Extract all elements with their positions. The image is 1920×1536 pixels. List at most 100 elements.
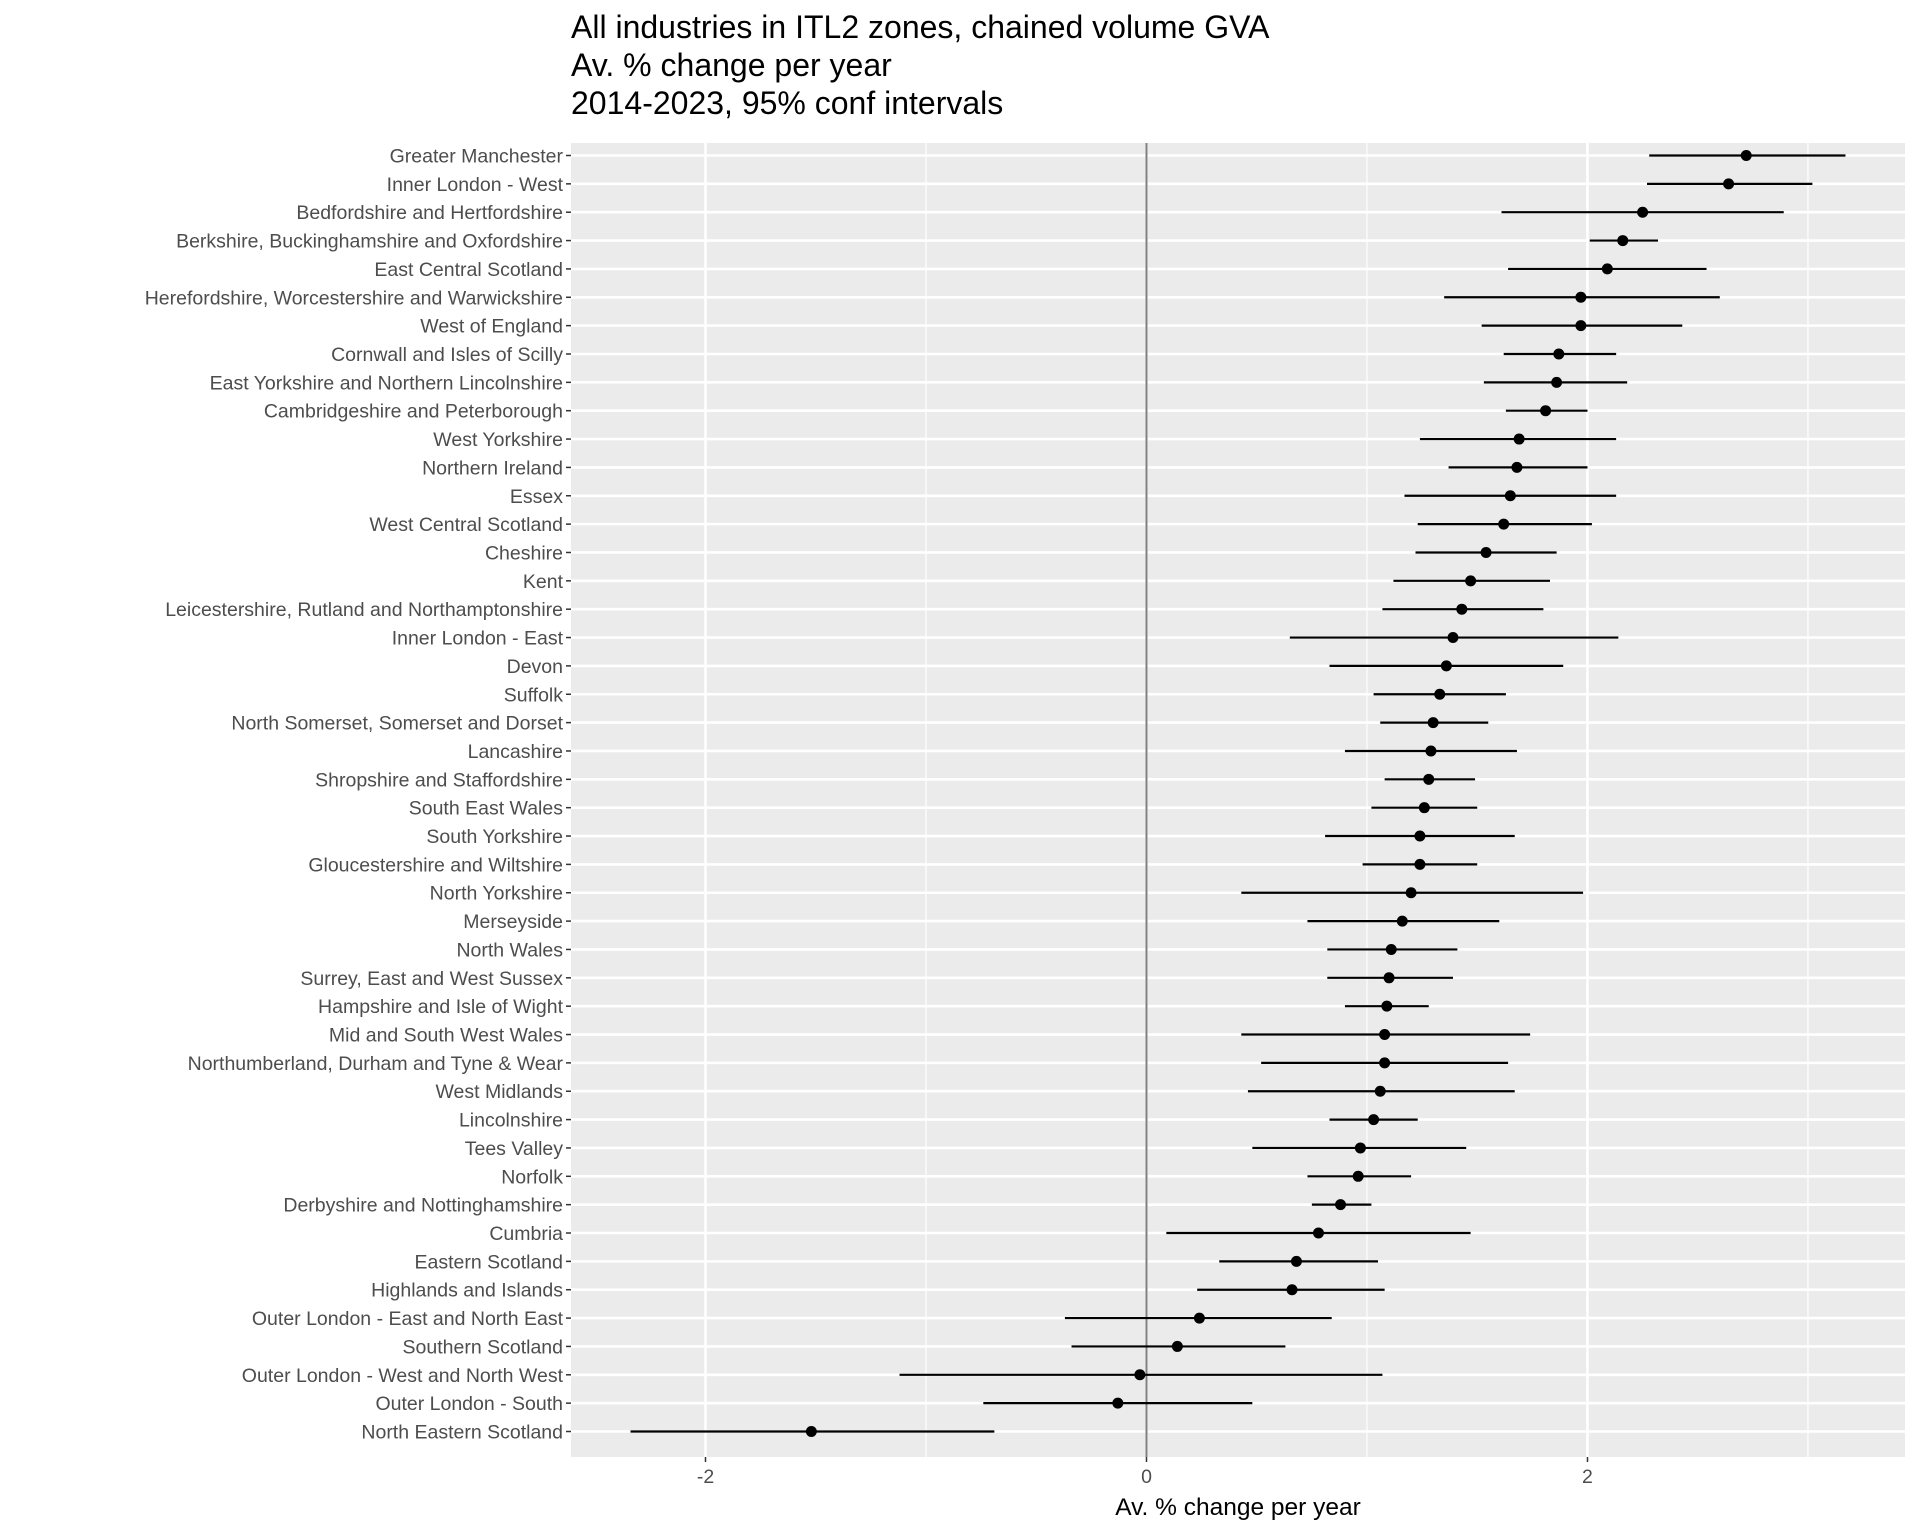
data-point <box>1465 575 1477 587</box>
data-point <box>1335 1199 1347 1211</box>
data-point <box>1368 1114 1380 1126</box>
y-tick-label: Cambridgeshire and Peterborough <box>264 401 563 423</box>
title-line-1: All industries in ITL2 zones, chained vo… <box>571 9 1270 45</box>
y-tick-label: West Midlands <box>435 1081 563 1103</box>
y-tick-label: Northern Ireland <box>422 457 563 479</box>
data-point <box>1637 206 1649 218</box>
data-point <box>1551 376 1563 388</box>
data-point <box>1511 461 1523 473</box>
data-point <box>1601 263 1613 275</box>
data-point <box>1425 745 1437 757</box>
data-point <box>1740 150 1752 161</box>
x-axis: -2 0 2 <box>697 1457 1593 1488</box>
data-point <box>1440 660 1452 672</box>
data-point <box>1575 320 1587 332</box>
y-tick-label: Surrey, East and West Sussex <box>300 968 563 990</box>
data-point <box>1352 1170 1364 1182</box>
y-tick-label: Devon <box>507 656 563 678</box>
y-tick-label: South East Wales <box>409 798 564 820</box>
y-tick-label: Leicestershire, Rutland and Northamptons… <box>165 599 563 621</box>
y-tick-label: Inner London - East <box>392 628 564 650</box>
data-point <box>1405 887 1417 899</box>
y-tick-label: Cumbria <box>489 1223 563 1245</box>
data-point <box>1447 632 1459 644</box>
y-tick-label: North Yorkshire <box>430 883 563 905</box>
y-tick-label: Northumberland, Durham and Tyne & Wear <box>188 1053 564 1075</box>
y-tick-label: Outer London - East and North East <box>252 1308 564 1330</box>
y-tick-label: West Central Scotland <box>369 514 563 536</box>
y-tick-label: Outer London - West and North West <box>242 1365 564 1387</box>
data-point <box>1379 1057 1391 1069</box>
data-point <box>1374 1085 1386 1097</box>
x-tick-label: -2 <box>697 1466 714 1488</box>
y-tick-label: Lincolnshire <box>459 1110 563 1132</box>
x-tick-label: 0 <box>1141 1466 1152 1488</box>
y-tick-label: Kent <box>523 571 564 593</box>
data-point <box>1383 972 1395 984</box>
data-point <box>1134 1369 1146 1381</box>
y-tick-label: East Central Scotland <box>374 259 563 281</box>
y-tick-label: Lancashire <box>468 741 563 763</box>
y-tick-label: Merseyside <box>463 911 563 933</box>
data-point <box>1286 1284 1298 1296</box>
data-point <box>1354 1142 1366 1154</box>
y-tick-label: Gloucestershire and Wiltshire <box>308 854 563 876</box>
data-point <box>1553 348 1565 360</box>
y-tick-label: West of England <box>420 316 563 338</box>
y-tick-label: Inner London - West <box>387 174 564 196</box>
data-point <box>1480 546 1492 558</box>
data-point <box>1427 717 1439 729</box>
y-tick-label: Essex <box>510 486 563 508</box>
x-axis-label: Av. % change per year <box>1115 1494 1361 1521</box>
data-point <box>1312 1227 1324 1239</box>
data-point <box>805 1426 817 1437</box>
y-tick-label: North Somerset, Somerset and Dorset <box>231 713 563 735</box>
data-point <box>1434 688 1446 700</box>
y-tick-label: Derbyshire and Nottinghamshire <box>283 1195 563 1217</box>
data-point <box>1617 235 1629 247</box>
data-point <box>1171 1340 1183 1352</box>
data-point <box>1379 1029 1391 1041</box>
data-point <box>1418 802 1430 814</box>
y-axis: Greater Manchester Inner London - West Bed… <box>145 146 571 1444</box>
y-tick-label: Mid and South West Wales <box>329 1025 563 1047</box>
y-tick-label: North Wales <box>456 939 563 961</box>
data-point <box>1414 858 1426 870</box>
title-line-2: Av. % change per year <box>571 47 892 83</box>
x-tick-label: 2 <box>1582 1466 1593 1488</box>
y-tick-label: Highlands and Islands <box>371 1280 563 1302</box>
plot-panel <box>571 143 1905 1457</box>
y-tick-label: Suffolk <box>504 684 564 706</box>
data-point <box>1456 603 1468 615</box>
data-point <box>1290 1255 1302 1267</box>
data-point <box>1723 178 1735 190</box>
y-tick-label: Eastern Scotland <box>414 1251 563 1273</box>
data-point <box>1385 943 1397 955</box>
data-point <box>1540 405 1552 417</box>
data-point <box>1396 915 1408 927</box>
y-tick-label: Cornwall and Isles of Scilly <box>331 344 563 366</box>
title-line-3: 2014-2023, 95% conf intervals <box>571 85 1003 121</box>
chart-title: All industries in ITL2 zones, chained vo… <box>571 9 1270 121</box>
y-tick-label: Norfolk <box>501 1166 563 1188</box>
y-tick-label: North Eastern Scotland <box>361 1422 563 1444</box>
grid <box>571 143 1905 1457</box>
y-tick-label: Outer London - South <box>375 1393 563 1415</box>
data-point <box>1498 518 1510 530</box>
y-tick-label: Herefordshire, Worcestershire and Warwic… <box>145 287 563 309</box>
y-tick-label: Bedfordshire and Hertfordshire <box>296 202 563 224</box>
point-ranges <box>630 150 1846 1437</box>
y-tick-label: Shropshire and Staffordshire <box>315 769 563 791</box>
data-point <box>1112 1397 1124 1409</box>
data-point <box>1414 830 1426 842</box>
y-tick-label: Hampshire and Isle of Wight <box>318 996 564 1018</box>
y-tick-label: East Yorkshire and Northern Lincolnshire <box>210 372 563 394</box>
data-point <box>1423 773 1435 785</box>
y-tick-label: Berkshire, Buckinghamshire and Oxfordshi… <box>176 231 563 253</box>
data-point <box>1193 1312 1205 1324</box>
data-point <box>1513 433 1525 445</box>
y-tick-label: Cheshire <box>485 542 563 564</box>
y-tick-label: Greater Manchester <box>390 146 564 168</box>
data-point <box>1381 1000 1393 1012</box>
